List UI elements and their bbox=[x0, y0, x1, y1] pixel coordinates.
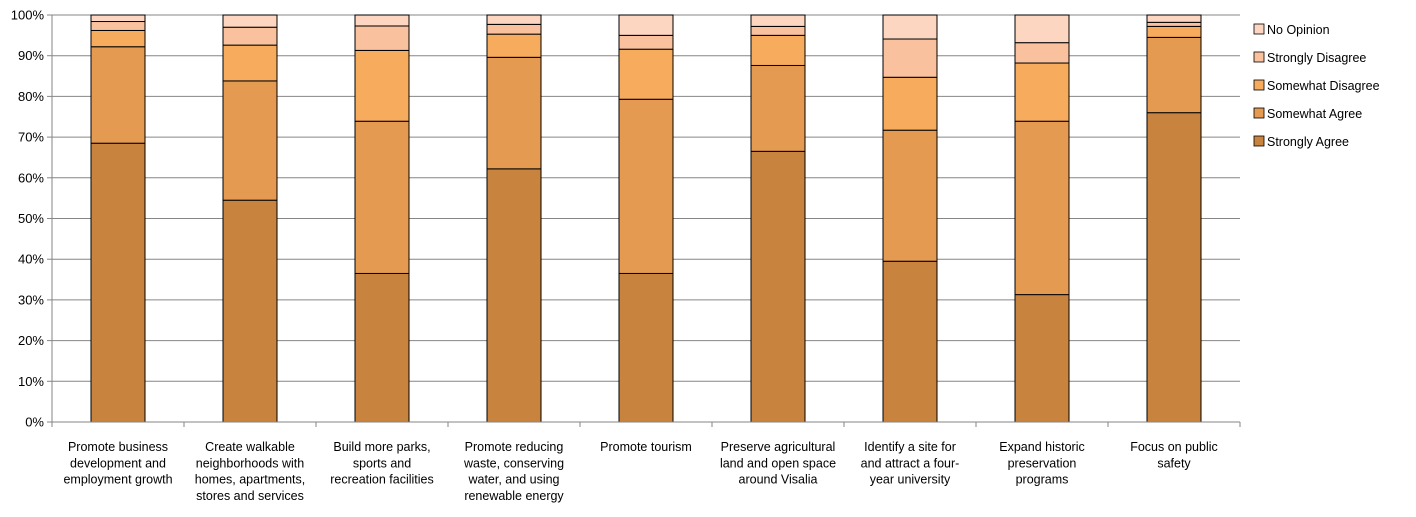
y-tick-label: 20% bbox=[18, 333, 44, 348]
axes bbox=[47, 14, 1241, 427]
legend-label: Somewhat Disagree bbox=[1267, 79, 1380, 93]
bar-segment-somewhat-agree bbox=[486, 56, 542, 170]
legend-swatch bbox=[1253, 79, 1265, 91]
y-tick-label: 50% bbox=[18, 211, 44, 226]
bar-segment-strongly-agree bbox=[354, 272, 410, 423]
y-tick-label: 0% bbox=[25, 415, 44, 430]
x-category-label: neighborhoods with bbox=[196, 456, 304, 470]
legend-label: Strongly Disagree bbox=[1267, 51, 1366, 65]
bar-segment-no-opinion bbox=[222, 14, 278, 28]
legend-label: Strongly Agree bbox=[1267, 135, 1349, 149]
bar-segment-somewhat-disagree bbox=[618, 48, 674, 100]
x-category-label: Expand historic bbox=[999, 440, 1084, 454]
bar-segment-strongly-agree bbox=[90, 142, 146, 423]
bar-segment-strongly-agree bbox=[882, 260, 938, 423]
bar-segment-somewhat-disagree bbox=[750, 34, 806, 66]
bar-segment-no-opinion bbox=[90, 14, 146, 23]
x-category-label: programs bbox=[1016, 473, 1069, 487]
legend: No Opinion Strongly Disagree Somewhat Disa… bbox=[1253, 23, 1380, 149]
legend-swatch bbox=[1253, 135, 1265, 147]
x-category-label: sports and bbox=[353, 456, 411, 470]
bar-segment-strongly-agree bbox=[750, 150, 806, 423]
bar-segment-strongly-disagree bbox=[222, 26, 278, 46]
x-category-label: and attract a four- bbox=[861, 456, 960, 470]
legend-label: No Opinion bbox=[1267, 23, 1330, 37]
y-tick-label: 70% bbox=[18, 130, 44, 145]
bar-segment-somewhat-agree bbox=[618, 98, 674, 274]
x-category-label: water, and using bbox=[467, 473, 559, 487]
x-category-label: Identify a site for bbox=[864, 440, 956, 454]
bar-segment-somewhat-disagree bbox=[222, 44, 278, 82]
bar-segment-strongly-agree bbox=[618, 272, 674, 423]
legend-swatch bbox=[1253, 51, 1265, 63]
y-tick-label: 30% bbox=[18, 292, 44, 307]
y-tick-label: 40% bbox=[18, 252, 44, 267]
bar-segment-strongly-disagree bbox=[750, 25, 806, 36]
bar-segment-strongly-disagree bbox=[354, 25, 410, 51]
x-category-label: homes, apartments, bbox=[195, 473, 305, 487]
legend-swatch bbox=[1253, 107, 1265, 119]
y-tick-label: 90% bbox=[18, 48, 44, 63]
y-tick-label: 10% bbox=[18, 374, 44, 389]
bar-segment-somewhat-disagree bbox=[1146, 25, 1202, 38]
bar-segment-somewhat-agree bbox=[882, 129, 938, 262]
x-category-label: Promote business bbox=[68, 440, 168, 454]
bar-segment-strongly-disagree bbox=[882, 38, 938, 78]
x-category-label: Promote reducing bbox=[465, 440, 564, 454]
bar-segment-somewhat-agree bbox=[1014, 120, 1070, 296]
bar-segment-strongly-disagree bbox=[90, 21, 146, 31]
bar-segment-somewhat-disagree bbox=[354, 49, 410, 122]
bar-segment-no-opinion bbox=[882, 14, 938, 40]
bar-segment-somewhat-agree bbox=[222, 80, 278, 201]
y-tick-label: 100% bbox=[11, 8, 45, 23]
x-category-label: waste, conserving bbox=[463, 456, 564, 470]
bar-segment-somewhat-agree bbox=[1146, 36, 1202, 114]
bar-segment-no-opinion bbox=[1146, 14, 1202, 23]
bar-segment-no-opinion bbox=[354, 14, 410, 27]
x-category-label: renewable energy bbox=[464, 489, 564, 503]
y-tick-label: 80% bbox=[18, 89, 44, 104]
bar-segment-somewhat-disagree bbox=[90, 29, 146, 48]
x-category-label: land and open space bbox=[720, 456, 836, 470]
x-category-label: Preserve agricultural bbox=[721, 440, 836, 454]
bar-segment-strongly-agree bbox=[486, 168, 542, 423]
x-category-label: recreation facilities bbox=[330, 473, 434, 487]
bar-segment-somewhat-agree bbox=[750, 64, 806, 152]
x-category-label: around Visalia bbox=[739, 473, 818, 487]
x-category-labels: Promote business development and employmen… bbox=[63, 440, 1217, 503]
x-category-label: Focus on public bbox=[1130, 440, 1218, 454]
bar-segment-strongly-agree bbox=[1014, 294, 1070, 423]
x-category-label: Promote tourism bbox=[600, 440, 692, 454]
legend-label: Somewhat Agree bbox=[1267, 107, 1362, 121]
bar-segment-strongly-disagree bbox=[618, 34, 674, 50]
bar-segment-strongly-disagree bbox=[1014, 42, 1070, 64]
bar-segment-somewhat-agree bbox=[354, 120, 410, 274]
x-category-label: year university bbox=[870, 473, 951, 487]
bar-segment-strongly-disagree bbox=[486, 23, 542, 35]
x-category-label: employment growth bbox=[63, 473, 172, 487]
bars bbox=[90, 14, 1202, 423]
bar-segment-strongly-agree bbox=[222, 199, 278, 423]
legend-swatch bbox=[1253, 23, 1265, 35]
bar-segment-no-opinion bbox=[750, 14, 806, 27]
y-tick-labels: 0% 10% 20% 30% 40% 50% 60% 70% 80% 90% 100% bbox=[11, 8, 45, 430]
bar-segment-somewhat-disagree bbox=[1014, 62, 1070, 122]
bar-segment-somewhat-agree bbox=[90, 46, 146, 144]
bar-segment-strongly-disagree bbox=[1146, 21, 1202, 27]
y-tick-label: 60% bbox=[18, 170, 44, 185]
x-category-label: stores and services bbox=[196, 489, 304, 503]
x-category-label: safety bbox=[1157, 456, 1191, 470]
bar-segment-no-opinion bbox=[486, 14, 542, 25]
bar-segment-no-opinion bbox=[618, 14, 674, 36]
bar-segment-somewhat-disagree bbox=[882, 76, 938, 131]
x-category-label: development and bbox=[70, 456, 166, 470]
bar-segment-strongly-agree bbox=[1146, 112, 1202, 423]
x-category-label: Build more parks, bbox=[333, 440, 430, 454]
bar-segment-no-opinion bbox=[1014, 14, 1070, 44]
x-category-label: Create walkable bbox=[205, 440, 295, 454]
bar-segment-somewhat-disagree bbox=[486, 33, 542, 58]
x-category-label: preservation bbox=[1008, 456, 1077, 470]
